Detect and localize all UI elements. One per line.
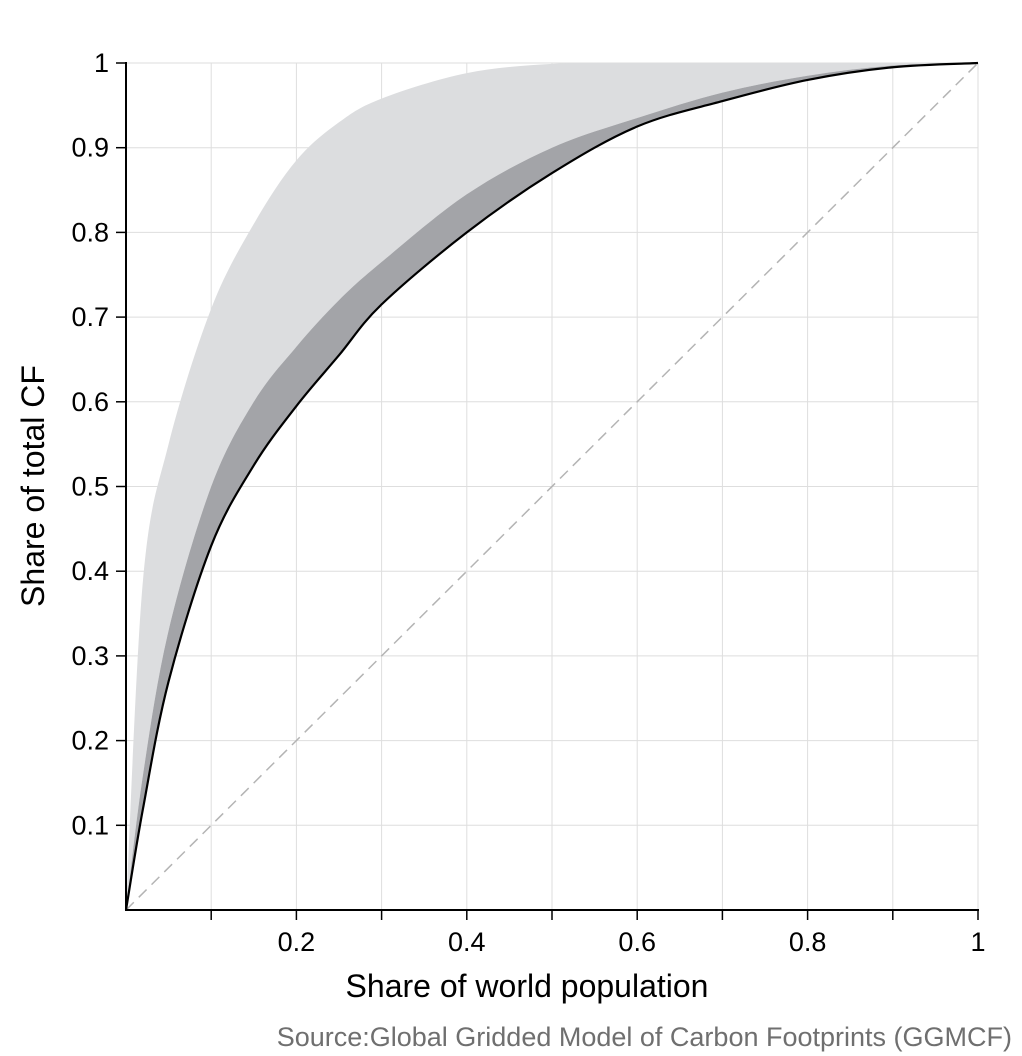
y-axis-title: Share of total CF bbox=[15, 365, 51, 607]
x-tick-label: 0.8 bbox=[789, 927, 827, 957]
outer-band-area bbox=[126, 62, 978, 910]
equality-diagonal-line bbox=[125, 62, 979, 911]
curve-group bbox=[124, 61, 979, 911]
y-tick-label: 0.2 bbox=[71, 726, 109, 756]
y-tick-label: 0.1 bbox=[71, 810, 109, 840]
x-axis-title: Share of world population bbox=[346, 968, 709, 1004]
x-tick-label: 1 bbox=[970, 927, 985, 957]
y-tick-label: 0.6 bbox=[71, 387, 109, 417]
lorenz-curve-line bbox=[124, 61, 979, 911]
tick-labels: 0.2 0.4 0.6 0.8 1 0.1 0.2 0.3 0.4 0.5 0.6 0.7 0.8 0.9… bbox=[71, 48, 985, 957]
reference-line-group bbox=[125, 62, 979, 911]
y-tick-label: 0.3 bbox=[71, 641, 109, 671]
y-tick-label: 0.7 bbox=[71, 302, 109, 332]
x-tick-label: 0.4 bbox=[448, 927, 486, 957]
y-tick-label: 0.4 bbox=[71, 556, 109, 586]
y-tick-label: 1 bbox=[94, 48, 109, 78]
y-tick-label: 0.9 bbox=[71, 133, 109, 163]
axes bbox=[116, 62, 979, 920]
bands bbox=[126, 62, 978, 910]
y-tick-label: 0.8 bbox=[71, 217, 109, 247]
x-tick-label: 0.6 bbox=[618, 927, 656, 957]
y-tick-label: 0.5 bbox=[71, 472, 109, 502]
x-tick-label: 0.2 bbox=[278, 927, 316, 957]
source-note: Source:Global Gridded Model of Carbon Fo… bbox=[277, 1022, 1012, 1052]
